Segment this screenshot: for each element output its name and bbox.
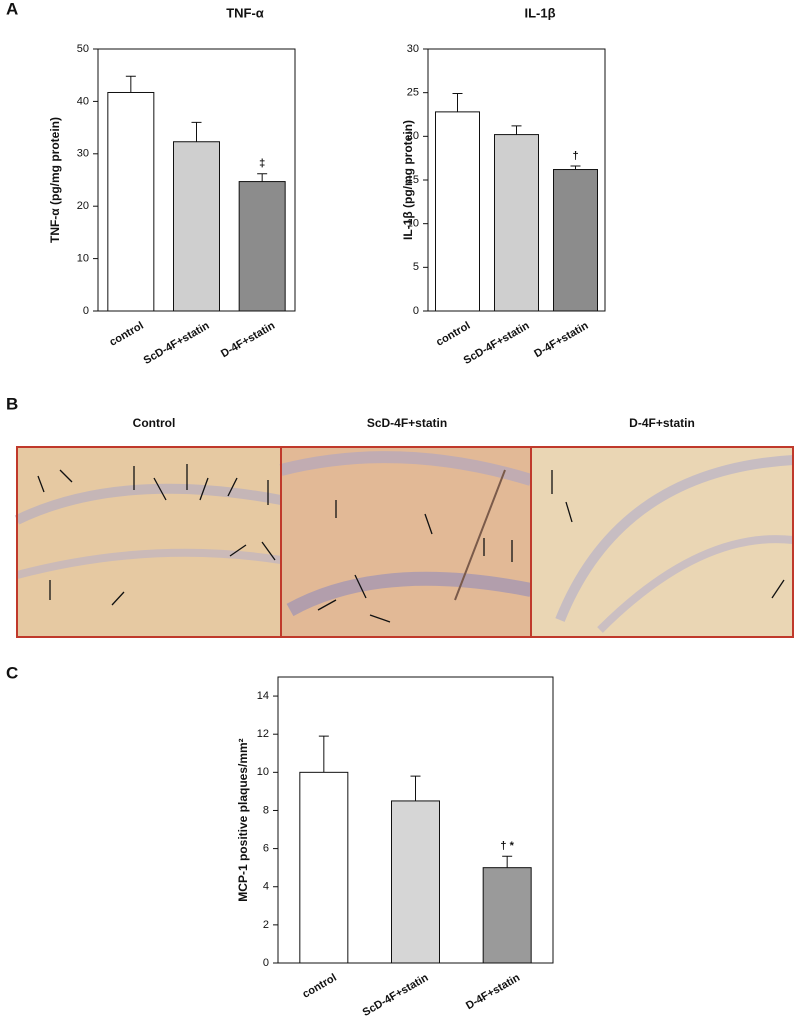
- x-tick-label: D-4F+statin: [464, 972, 522, 1013]
- plot-frame: [277, 676, 554, 964]
- bar: [435, 111, 480, 312]
- y-axis-label: TNF-α (pg/mg protein): [48, 117, 62, 243]
- tissue-band: [15, 548, 282, 579]
- micrograph-title: ScD-4F+statin: [367, 416, 447, 430]
- panel-label: B: [6, 394, 18, 413]
- panel-label: A: [6, 0, 18, 18]
- y-tick-label: 5: [413, 261, 419, 273]
- tissue-band: [555, 455, 794, 622]
- annotation: † *: [500, 840, 514, 852]
- bar: [238, 181, 286, 312]
- error-bar: [125, 75, 136, 93]
- y-tick-label: 6: [263, 843, 269, 855]
- error-bar: [191, 121, 202, 142]
- tissue-band: [279, 451, 533, 486]
- chart-title: IL-1β: [524, 5, 555, 20]
- annotation: †: [572, 150, 578, 162]
- y-axis-label: IL-1β (pg/mg protein): [401, 120, 415, 240]
- micrograph: [281, 447, 531, 637]
- y-tick-label: 15: [407, 174, 419, 186]
- bar: [553, 169, 598, 312]
- error-bar: [452, 93, 463, 112]
- y-tick-label: 25: [407, 87, 419, 99]
- bar: [173, 141, 220, 312]
- chart-title: TNF-α: [226, 5, 264, 20]
- y-tick-label: 8: [263, 804, 269, 816]
- error-bar: [502, 855, 513, 868]
- x-tick-label: ScD-4F+statin: [361, 972, 431, 1019]
- x-tick-label: ScD-4F+statin: [462, 320, 532, 367]
- x-tick-label: D-4F+statin: [219, 320, 277, 361]
- micrographs: [14, 446, 794, 638]
- bar: [107, 91, 155, 312]
- tissue-band: [14, 483, 282, 525]
- x-tick-label: control: [300, 972, 338, 1001]
- micrograph-title: Control: [133, 416, 176, 430]
- error-bar: [570, 165, 581, 170]
- error-bar: [511, 125, 522, 135]
- arrows: [37, 464, 785, 623]
- y-tick-label: 0: [263, 957, 269, 969]
- x-tick-label: ScD-4F+statin: [142, 320, 212, 367]
- y-tick-label: 2: [263, 919, 269, 931]
- y-tick-label: 20: [77, 200, 89, 212]
- y-tick-label: 12: [257, 728, 269, 740]
- bar: [494, 134, 539, 312]
- y-tick-label: 0: [83, 305, 89, 317]
- plot-frame: [427, 48, 606, 312]
- plot-frame: [97, 48, 296, 312]
- bar: [482, 867, 532, 964]
- y-tick-label: 4: [263, 881, 269, 893]
- tissue-line: [454, 469, 506, 601]
- annotation: ‡: [259, 158, 265, 170]
- tissue-band: [286, 571, 533, 617]
- error-bar: [257, 173, 268, 182]
- tissue-band: [597, 535, 794, 633]
- y-tick-label: 0: [413, 305, 419, 317]
- x-tick-label: D-4F+statin: [532, 320, 590, 361]
- y-tick-label: 40: [77, 95, 89, 107]
- y-tick-label: 10: [257, 766, 269, 778]
- y-axis-label: MCP-1 positive plaques/mm²: [236, 738, 250, 901]
- y-tick-label: 50: [77, 43, 89, 55]
- micrograph-title: D-4F+statin: [629, 416, 695, 430]
- bar: [299, 771, 349, 964]
- x-tick-label: control: [434, 320, 472, 349]
- micrograph: [17, 447, 281, 637]
- error-bar: [318, 735, 329, 773]
- y-tick-label: 10: [407, 218, 419, 230]
- micrograph-border: [530, 446, 794, 638]
- y-tick-label: 14: [257, 690, 269, 702]
- bar: [391, 800, 440, 964]
- error-bar: [410, 775, 421, 801]
- y-tick-label: 20: [407, 130, 419, 142]
- y-tick-label: 10: [77, 253, 89, 265]
- y-tick-label: 30: [407, 43, 419, 55]
- panel-label: C: [6, 663, 18, 682]
- x-tick-label: control: [107, 320, 145, 349]
- y-tick-label: 30: [77, 148, 89, 160]
